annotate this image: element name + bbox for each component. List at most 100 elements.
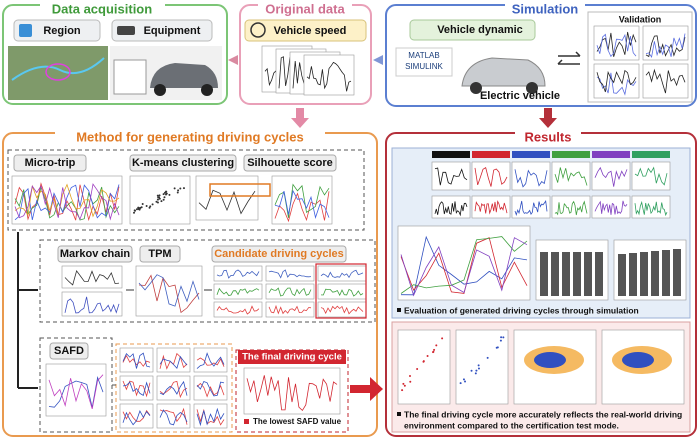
mini-dot [138, 208, 141, 211]
mini-dot [462, 378, 465, 381]
mini-bar [562, 252, 570, 296]
decoration [244, 419, 249, 424]
caption: The final driving cycle more accurately … [404, 409, 682, 419]
mini-dot [502, 336, 505, 339]
mini-line [320, 288, 364, 297]
label: Region [43, 25, 81, 37]
mini-bar [651, 251, 659, 296]
mini-chart [631, 195, 671, 219]
mini-dot [435, 344, 438, 347]
mini-chart [156, 375, 191, 401]
section-title: Simulation [512, 1, 579, 16]
mini-dot [156, 194, 159, 197]
mini-dot [408, 374, 411, 377]
label-pill [409, 19, 536, 41]
mini-dot [140, 206, 143, 209]
mini-dot [135, 208, 138, 211]
decoration [154, 84, 166, 96]
legend-swatch [512, 151, 550, 158]
label: Candidate driving cycles [214, 248, 344, 260]
mini-line [138, 274, 200, 307]
mini-dot [464, 380, 467, 383]
mini-line [216, 287, 260, 296]
mini-dot [168, 193, 171, 196]
mini-line [122, 381, 151, 397]
mini-line [122, 352, 151, 369]
mini-line [645, 68, 686, 94]
mini-line [122, 410, 151, 426]
mini-line [138, 274, 200, 314]
mini-line [268, 304, 312, 315]
mini-dot [486, 356, 489, 359]
caption: Evaluation of generated driving cycles t… [404, 305, 639, 315]
decoration [211, 245, 347, 263]
mini-chart [471, 195, 511, 219]
mini-line [159, 380, 188, 396]
mini-chart [265, 265, 315, 282]
arrow [350, 377, 383, 401]
section-title: Original data [265, 1, 345, 16]
mini-chart [195, 175, 259, 221]
mini-dot [160, 200, 163, 203]
decoration [505, 2, 585, 16]
mini-dot [441, 337, 444, 340]
mini-dot [149, 205, 152, 208]
mini-dot [151, 203, 154, 206]
dashed-group [39, 239, 376, 323]
density [534, 352, 566, 368]
mini-dot [477, 367, 480, 370]
mini-line [634, 200, 668, 217]
caption: environment compared to the certificatio… [404, 420, 619, 430]
decoration [55, 130, 325, 144]
mini-line [645, 33, 686, 59]
density [622, 352, 654, 368]
mini-chart [213, 265, 263, 282]
mini-chart [397, 225, 531, 301]
mini-dot [182, 187, 185, 190]
decoration [593, 25, 689, 99]
mini-dot [177, 189, 180, 192]
mini-dot [496, 346, 499, 349]
mini-line [14, 185, 120, 221]
decoration [11, 175, 367, 429]
label: Vehicle speed [274, 25, 347, 37]
exchange-arrows [557, 51, 581, 65]
mini-dot [133, 211, 136, 214]
mini-dot [158, 194, 161, 197]
mini-bar [540, 252, 548, 296]
dashed-group [7, 149, 365, 231]
decoration [201, 84, 213, 96]
decoration [49, 342, 89, 360]
label: TPM [148, 248, 171, 260]
mini-chart [129, 175, 191, 225]
arrow [228, 55, 238, 65]
mini-dot [403, 384, 406, 387]
mini-line [196, 380, 225, 397]
label-pill [244, 19, 367, 42]
mini-line [198, 189, 256, 215]
label: Micro-trip [25, 157, 76, 169]
arrow [539, 108, 557, 128]
mini-chart [631, 161, 671, 191]
mini-chart [551, 195, 591, 219]
mini-line [196, 407, 225, 427]
mini-bar [595, 252, 603, 296]
equipment-photo [113, 59, 147, 95]
mini-dot [145, 204, 148, 207]
mini-line [514, 200, 548, 216]
decoration [258, 2, 352, 16]
mini-dot [156, 198, 159, 201]
mini-dot [474, 372, 477, 375]
mini-chart [593, 25, 640, 61]
label: Silhouette score [247, 157, 333, 169]
mini-line [596, 69, 637, 93]
mini-line [320, 269, 364, 279]
mini-chart [45, 363, 107, 417]
software-name: MATLAB [408, 51, 439, 60]
mini-chart [243, 367, 341, 415]
mini-dot [133, 209, 136, 212]
decoration [526, 82, 538, 94]
car [461, 57, 546, 87]
label: K-means clustering [132, 157, 234, 169]
